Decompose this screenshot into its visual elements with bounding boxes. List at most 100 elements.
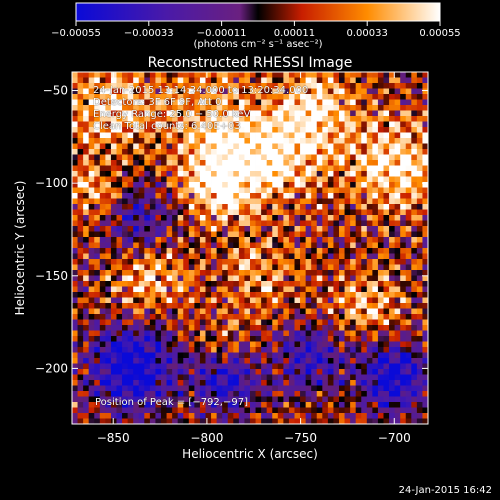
heatmap-cell: [216, 72, 223, 78]
heatmap-cell: [366, 352, 373, 359]
heatmap-cell: [194, 116, 201, 122]
heatmap-cell: [288, 314, 295, 320]
heatmap-cell: [122, 374, 129, 381]
heatmap-cell: [188, 275, 195, 282]
heatmap-cell: [283, 198, 290, 205]
heatmap-cell: [155, 292, 162, 298]
heatmap-cell: [322, 176, 329, 183]
heatmap-cell: [327, 325, 334, 331]
heatmap-cell: [166, 308, 173, 315]
heatmap-cell: [222, 341, 229, 348]
heatmap-cell: [133, 358, 140, 364]
heatmap-cell: [149, 374, 156, 381]
heatmap-cell: [83, 226, 90, 232]
heatmap-cell: [94, 325, 101, 331]
heatmap-cell: [149, 176, 156, 183]
heatmap-cell: [83, 187, 90, 194]
heatmap-cell: [177, 143, 184, 150]
heatmap-cell: [422, 94, 429, 100]
heatmap-cell: [366, 237, 373, 243]
heatmap-cell: [261, 165, 268, 172]
heatmap-cell: [177, 165, 184, 172]
heatmap-cell: [211, 132, 218, 139]
heatmap-cell: [172, 396, 179, 403]
heatmap-cell: [266, 259, 273, 265]
heatmap-cell: [222, 176, 229, 183]
heatmap-cell: [350, 77, 357, 84]
heatmap-cell: [294, 193, 301, 199]
heatmap-cell: [177, 187, 184, 194]
heatmap-cell: [222, 275, 229, 282]
heatmap-cell: [305, 110, 312, 117]
heatmap-cell: [205, 374, 212, 381]
heatmap-cell: [194, 215, 201, 221]
heatmap-cell: [300, 380, 307, 386]
heatmap-cell: [422, 292, 429, 298]
heatmap-cell: [294, 182, 301, 188]
heatmap-cell: [199, 99, 206, 106]
heatmap-cell: [177, 336, 184, 342]
heatmap-cell: [161, 314, 167, 320]
heatmap-cell: [350, 352, 357, 359]
heatmap-cell: [161, 380, 167, 386]
heatmap-cell: [72, 363, 78, 370]
heatmap-cell: [144, 264, 151, 271]
heatmap-cell: [350, 160, 357, 166]
heatmap-cell: [99, 160, 106, 166]
heatmap-cell: [361, 116, 368, 122]
heatmap-cell: [122, 209, 129, 216]
heatmap-cell: [288, 352, 295, 359]
heatmap-cell: [83, 110, 90, 117]
heatmap-cell: [300, 363, 307, 370]
heatmap-cell: [227, 286, 234, 293]
heatmap-cell: [411, 281, 418, 287]
heatmap-cell: [305, 402, 312, 408]
heatmap-cell: [372, 413, 379, 419]
heatmap-cell: [355, 292, 362, 298]
heatmap-cell: [261, 314, 268, 320]
heatmap-cell: [389, 138, 396, 144]
heatmap-cell: [300, 259, 307, 265]
heatmap-cell: [94, 193, 101, 199]
heatmap-cell: [344, 160, 351, 166]
heatmap-cell: [283, 292, 290, 298]
heatmap-cell: [172, 110, 179, 117]
heatmap-cell: [99, 176, 106, 183]
heatmap-cell: [311, 231, 318, 238]
heatmap-cell: [255, 132, 262, 139]
heatmap-cell: [238, 105, 245, 111]
heatmap-cell: [72, 297, 78, 304]
heatmap-cell: [94, 77, 101, 84]
heatmap-cell: [394, 143, 401, 150]
detectors-text: Detectors: 3F 6F 9F, Att 0: [93, 97, 222, 108]
heatmap-cell: [383, 110, 390, 117]
heatmap-cell: [138, 110, 145, 117]
heatmap-cell: [389, 391, 396, 397]
heatmap-cell: [344, 385, 351, 392]
heatmap-cell: [350, 242, 357, 249]
heatmap-cell: [138, 220, 145, 227]
heatmap-cell: [177, 105, 184, 111]
heatmap-cell: [211, 319, 218, 326]
heatmap-cell: [83, 132, 90, 139]
heatmap-cell: [233, 281, 240, 287]
heatmap-cell: [244, 264, 251, 271]
heatmap-cell: [77, 303, 84, 309]
heatmap-cell: [194, 154, 201, 161]
heatmap-cell: [355, 374, 362, 381]
heatmap-cell: [422, 297, 429, 304]
heatmap-cell: [194, 330, 201, 337]
heatmap-cell: [133, 105, 140, 111]
heatmap-cell: [116, 286, 123, 293]
heatmap-cell: [122, 286, 129, 293]
heatmap-cell: [316, 176, 323, 183]
heatmap-cell: [183, 105, 190, 111]
heatmap-cell: [322, 253, 329, 260]
heatmap-cell: [339, 72, 345, 78]
heatmap-cell: [105, 308, 112, 315]
heatmap-cell: [88, 413, 95, 419]
heatmap-cell: [133, 319, 140, 326]
heatmap-cell: [255, 358, 262, 364]
heatmap-cell: [149, 226, 156, 232]
heatmap-cell: [344, 171, 351, 177]
